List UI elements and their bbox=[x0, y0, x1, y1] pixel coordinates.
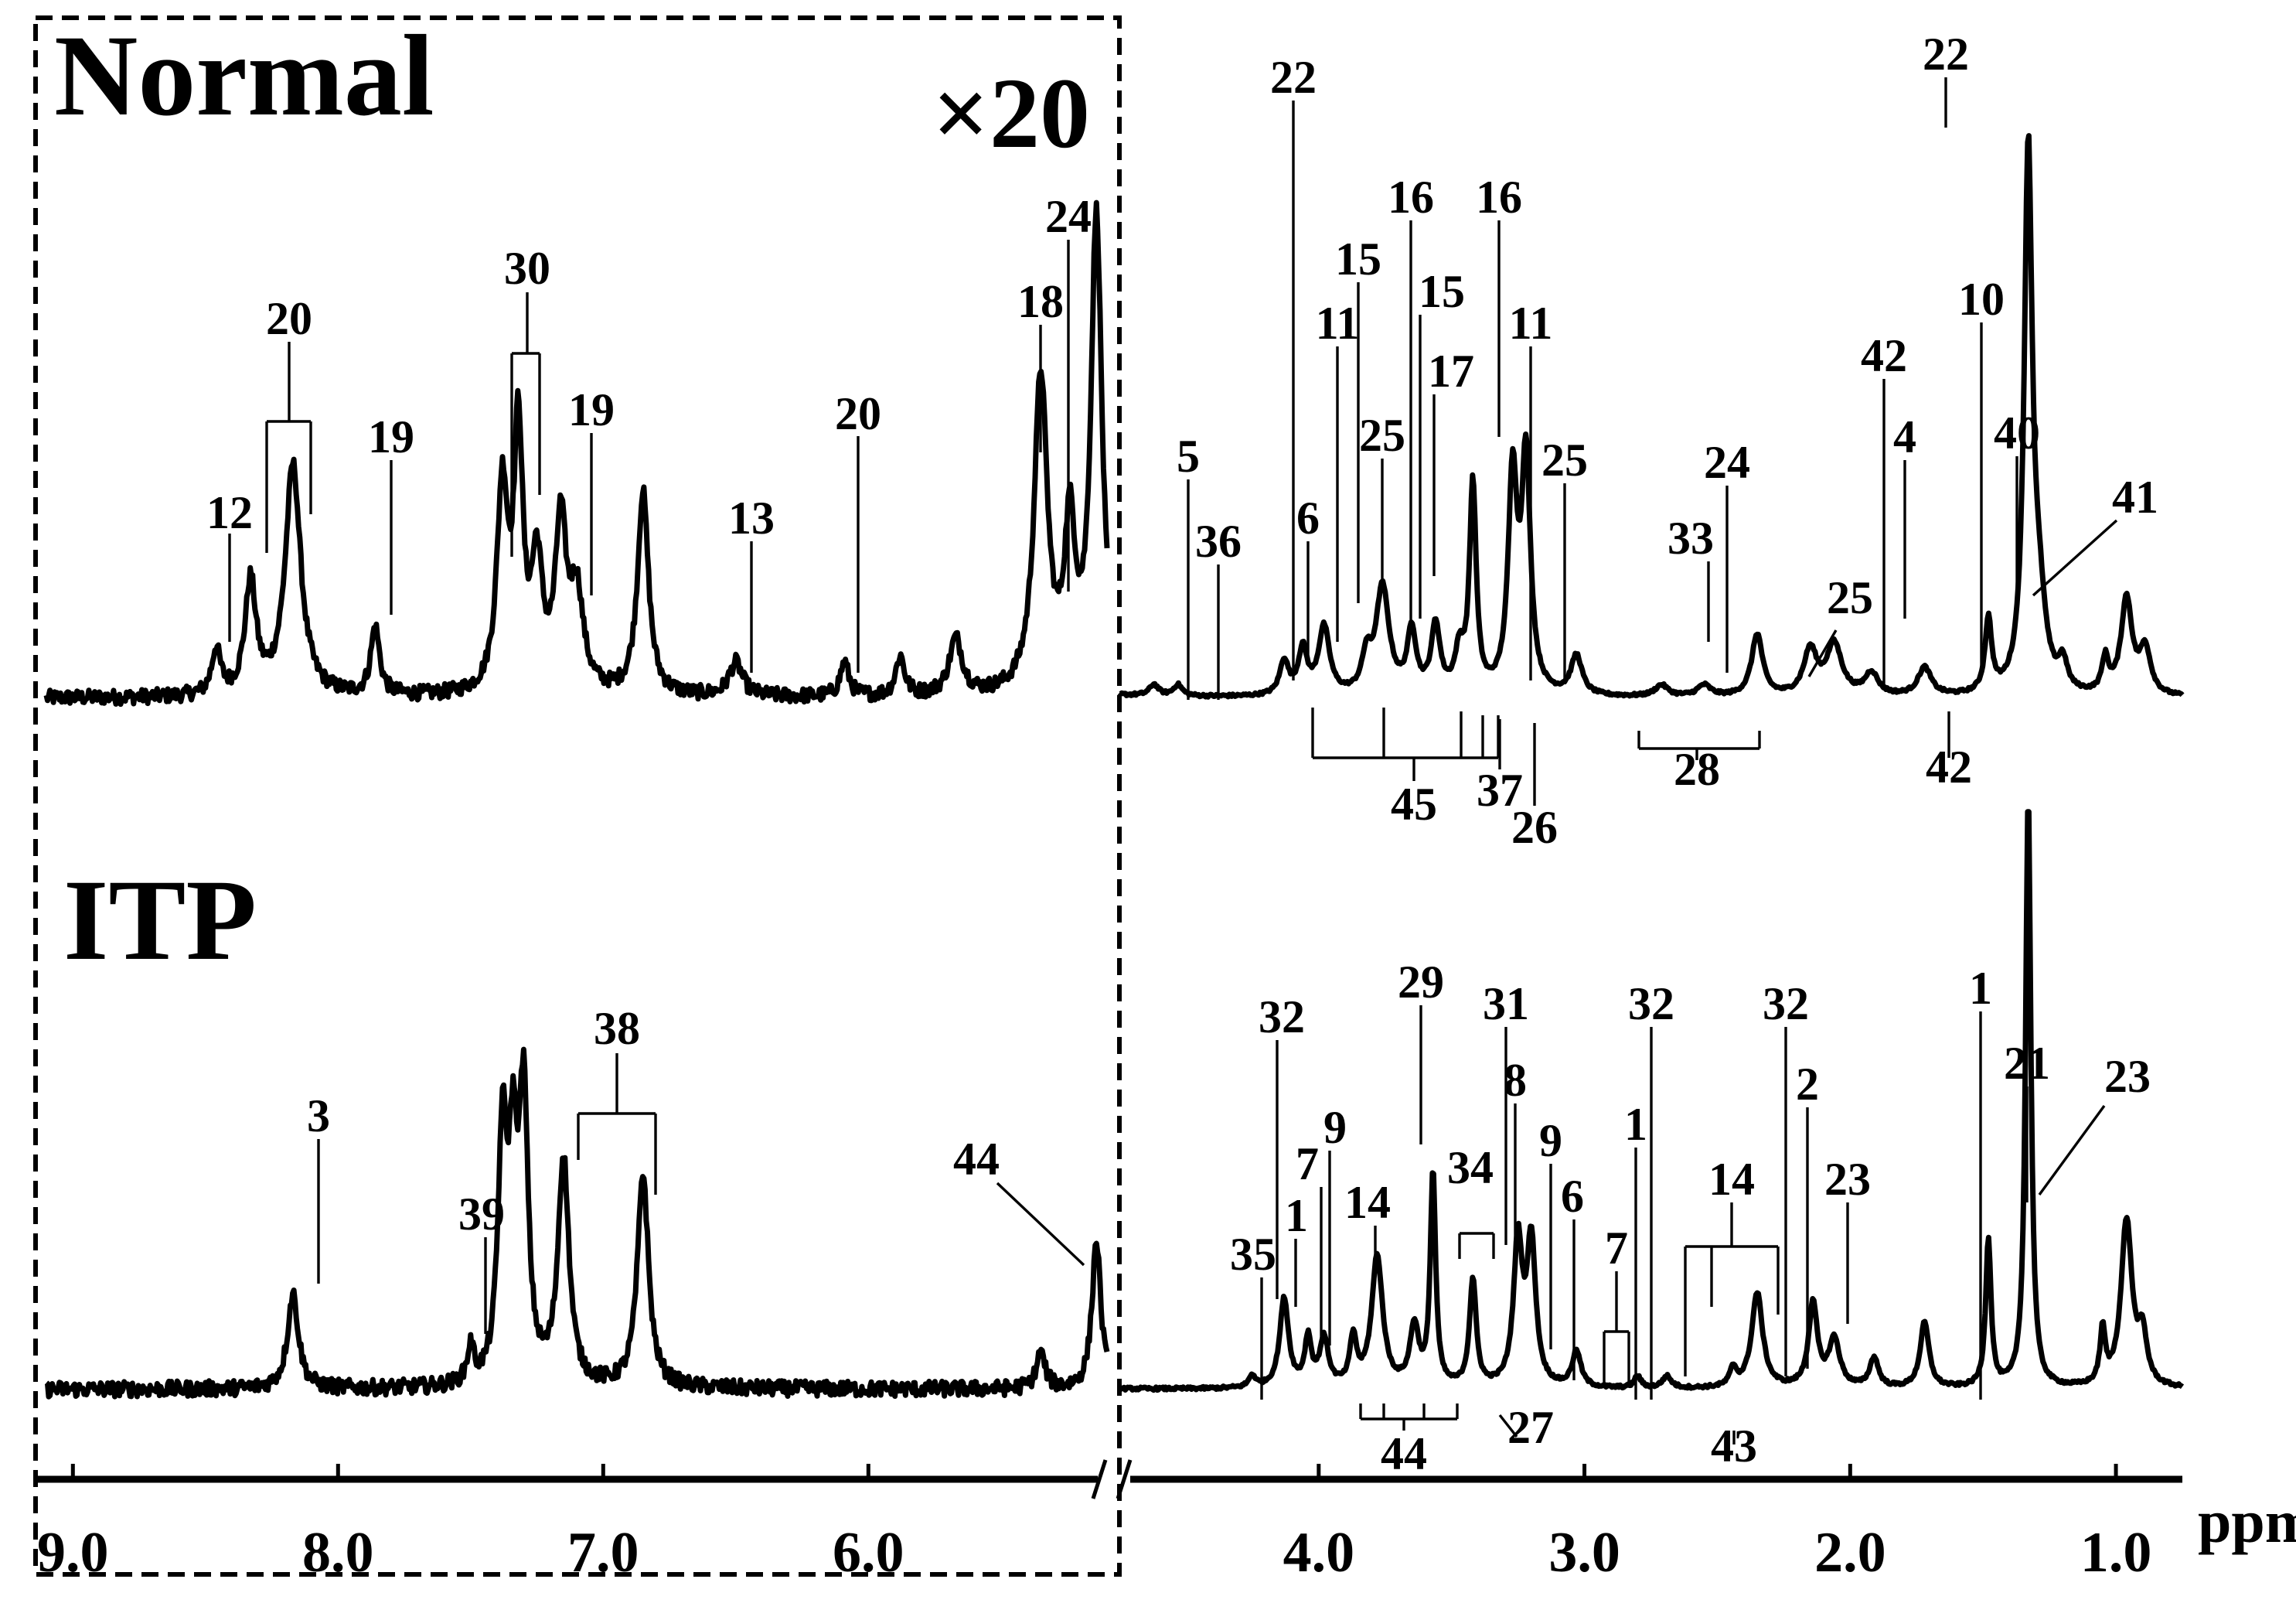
normal-spectrum-aliphatic bbox=[1117, 133, 2185, 700]
itp-spectrum-aromatic bbox=[44, 1046, 1110, 1400]
normal-peak-label: 17 bbox=[1428, 346, 1474, 397]
normal-peak-label: 15 bbox=[1335, 234, 1381, 285]
itp-peak-label: 23 bbox=[1824, 1154, 1871, 1205]
normal-peak-label: 5 bbox=[1177, 431, 1200, 482]
normal-peak-label: 18 bbox=[1017, 276, 1064, 327]
itp-peak-label: 38 bbox=[594, 1003, 640, 1054]
normal-peak-label: 19 bbox=[568, 384, 615, 435]
itp-peak-label: 1 bbox=[1969, 963, 1992, 1014]
normal-peak-label: 13 bbox=[728, 493, 775, 544]
itp-peak-label: 44 bbox=[1381, 1428, 1427, 1479]
itp-peak-label: 1 bbox=[1285, 1190, 1308, 1241]
normal-panel-title: Normal bbox=[54, 12, 434, 140]
normal-peak-label: 12 bbox=[206, 487, 253, 538]
itp-peak-label: 35 bbox=[1230, 1229, 1276, 1280]
normal-peak-label: 36 bbox=[1195, 516, 1242, 567]
normal-peak-leader bbox=[1807, 629, 1838, 677]
itp-peak-label: 9 bbox=[1323, 1102, 1347, 1153]
normal-peak-label: 42 bbox=[1926, 742, 1972, 793]
x-tick-label: 3.0 bbox=[1548, 1521, 1620, 1584]
normal-peak-label: 24 bbox=[1045, 191, 1092, 242]
normal-peak-label: 6 bbox=[1296, 493, 1320, 544]
normal-peak-label: 15 bbox=[1419, 266, 1465, 317]
normal-peak-label: 24 bbox=[1704, 437, 1750, 488]
normal-peak-label: 40 bbox=[1994, 408, 2040, 459]
normal-peak-label: 30 bbox=[504, 243, 550, 294]
normal-peak-label: 42 bbox=[1861, 330, 1907, 381]
x-axis-ticks: 9.0 8.0 7.0 6.0 4.0 3.0 2.0 1.0 bbox=[37, 1464, 2151, 1584]
itp-peak-label: 32 bbox=[1628, 978, 1674, 1029]
itp-peak-label: 1 bbox=[1624, 1099, 1647, 1150]
itp-peak-leader bbox=[996, 1182, 1085, 1267]
normal-peak-label: 11 bbox=[1316, 298, 1360, 349]
itp-peak-label: 23 bbox=[2104, 1051, 2151, 1102]
itp-peak-label: 21 bbox=[2004, 1038, 2050, 1089]
normal-peak-label: 26 bbox=[1511, 802, 1558, 853]
scale-region-box bbox=[33, 15, 1122, 1577]
x-tick-label: 2.0 bbox=[1814, 1521, 1886, 1584]
itp-peak-label: 7 bbox=[1296, 1138, 1319, 1189]
normal-peak-label: 25 bbox=[1541, 435, 1588, 486]
itp-peak-leader bbox=[2038, 1104, 2106, 1196]
itp-peak-leader bbox=[1498, 1414, 1518, 1438]
x-tick-label: 4.0 bbox=[1283, 1521, 1355, 1584]
itp-peak-label: 27 bbox=[1507, 1402, 1554, 1453]
itp-peak-label: 44 bbox=[953, 1134, 1000, 1185]
scale-factor-label: ×20 bbox=[932, 58, 1090, 169]
normal-peak-label: 41 bbox=[2112, 472, 2158, 523]
normal-peak-label: 25 bbox=[1827, 572, 1873, 623]
normal-peak-label: 37 bbox=[1477, 765, 1523, 816]
normal-peak-label: 45 bbox=[1391, 779, 1437, 830]
normal-peak-label: 22 bbox=[1270, 52, 1317, 103]
itp-peak-label: 8 bbox=[1504, 1055, 1527, 1106]
normal-peak-label: 4 bbox=[1893, 411, 1916, 462]
itp-peak-label: 34 bbox=[1447, 1142, 1494, 1193]
x-tick-label: 7.0 bbox=[567, 1521, 639, 1584]
axis-break-mark-2 bbox=[1116, 1459, 1133, 1499]
normal-peak-label: 28 bbox=[1674, 744, 1720, 795]
normal-peak-label: 22 bbox=[1923, 29, 1969, 80]
normal-spectrum-aromatic bbox=[43, 200, 1110, 708]
x-tick-label: 1.0 bbox=[2080, 1521, 2152, 1584]
normal-peak-leader bbox=[2032, 519, 2118, 597]
itp-peak-label: 39 bbox=[458, 1189, 505, 1240]
normal-peak-label: 19 bbox=[368, 411, 414, 462]
x-tick-label: 8.0 bbox=[302, 1521, 374, 1584]
itp-peak-label: 7 bbox=[1605, 1223, 1628, 1274]
itp-peak-label: 32 bbox=[1259, 991, 1305, 1042]
normal-peak-label: 33 bbox=[1667, 513, 1714, 564]
x-axis-unit-label: ppm bbox=[2198, 1488, 2296, 1555]
itp-peak-label: 31 bbox=[1483, 978, 1529, 1029]
normal-peak-label: 20 bbox=[835, 388, 881, 439]
normal-peak-label: 16 bbox=[1476, 172, 1522, 223]
itp-peak-label: 14 bbox=[1344, 1177, 1391, 1228]
normal-peak-label: 16 bbox=[1388, 172, 1434, 223]
itp-peak-label: 14 bbox=[1708, 1154, 1755, 1205]
itp-peak-label: 3 bbox=[307, 1090, 330, 1141]
itp-peak-label: 6 bbox=[1561, 1171, 1584, 1222]
normal-peak-label: 10 bbox=[1958, 274, 2005, 325]
itp-panel-title: ITP bbox=[63, 856, 257, 984]
x-tick-label: 9.0 bbox=[37, 1521, 109, 1584]
normal-peak-label: 11 bbox=[1509, 298, 1553, 349]
x-axis bbox=[36, 1459, 2182, 1499]
itp-peak-label: 2 bbox=[1796, 1059, 1819, 1110]
axis-break-mark-1 bbox=[1091, 1459, 1108, 1499]
itp-peak-label: 9 bbox=[1539, 1115, 1562, 1166]
normal-peak-label: 25 bbox=[1359, 410, 1405, 461]
normal-peak-label: 20 bbox=[266, 293, 312, 344]
itp-peak-label: 32 bbox=[1763, 978, 1809, 1029]
itp-peak-label: 43 bbox=[1711, 1421, 1757, 1472]
x-tick-label: 6.0 bbox=[833, 1521, 904, 1584]
itp-peak-label: 29 bbox=[1398, 957, 1444, 1008]
